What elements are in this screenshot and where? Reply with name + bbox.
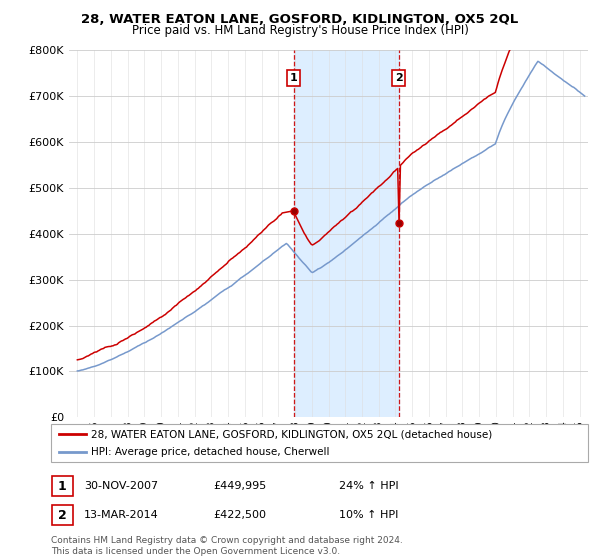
Text: 1: 1 — [58, 479, 67, 493]
Bar — [293, 50, 399, 417]
Text: 10% ↑ HPI: 10% ↑ HPI — [339, 510, 398, 520]
Text: 28, WATER EATON LANE, GOSFORD, KIDLINGTON, OX5 2QL (detached house): 28, WATER EATON LANE, GOSFORD, KIDLINGTO… — [91, 429, 493, 439]
Text: Price paid vs. HM Land Registry's House Price Index (HPI): Price paid vs. HM Land Registry's House … — [131, 24, 469, 37]
Text: Contains HM Land Registry data © Crown copyright and database right 2024.
This d: Contains HM Land Registry data © Crown c… — [51, 536, 403, 556]
Text: 28, WATER EATON LANE, GOSFORD, KIDLINGTON, OX5 2QL: 28, WATER EATON LANE, GOSFORD, KIDLINGTO… — [82, 13, 518, 26]
Text: 2: 2 — [58, 508, 67, 522]
Text: £449,995: £449,995 — [213, 481, 266, 491]
Text: 24% ↑ HPI: 24% ↑ HPI — [339, 481, 398, 491]
Text: 2: 2 — [395, 73, 403, 83]
Text: 13-MAR-2014: 13-MAR-2014 — [84, 510, 159, 520]
Text: HPI: Average price, detached house, Cherwell: HPI: Average price, detached house, Cher… — [91, 447, 330, 457]
Text: 1: 1 — [290, 73, 298, 83]
Text: £422,500: £422,500 — [213, 510, 266, 520]
Text: 30-NOV-2007: 30-NOV-2007 — [84, 481, 158, 491]
